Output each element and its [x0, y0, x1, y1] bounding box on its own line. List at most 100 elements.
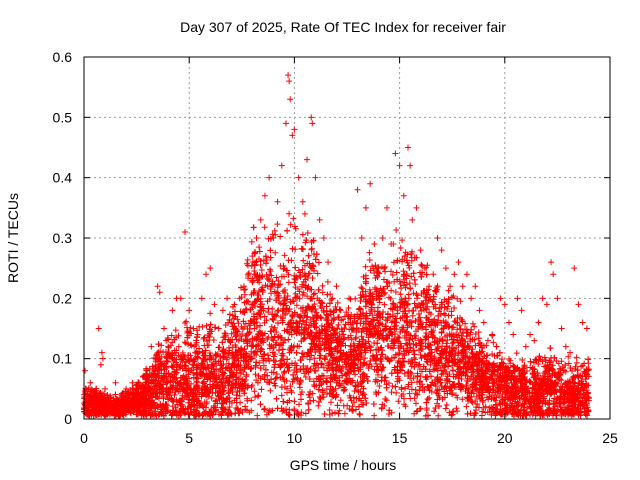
data-point [304, 293, 311, 300]
data-point [175, 343, 182, 350]
data-point [244, 256, 251, 263]
data-point [304, 313, 311, 320]
data-point [370, 297, 377, 304]
data-point [453, 392, 459, 399]
data-point [430, 271, 437, 278]
data-point [232, 342, 239, 349]
data-point [413, 204, 420, 211]
data-point [179, 403, 186, 410]
data-point [567, 349, 574, 356]
data-point [561, 388, 568, 395]
data-point [408, 386, 415, 393]
data-point [558, 358, 565, 365]
data-point [341, 410, 348, 417]
data-point [232, 333, 239, 340]
data-point [212, 324, 219, 331]
data-point [415, 316, 422, 323]
data-point [355, 388, 362, 395]
data-point [454, 295, 461, 302]
data-point [490, 368, 497, 375]
data-point [263, 411, 270, 418]
data-point [442, 405, 449, 412]
data-point [329, 410, 336, 417]
data-point [238, 323, 245, 330]
data-point [225, 360, 232, 367]
data-point [358, 235, 365, 241]
data-point [194, 333, 201, 340]
data-point [459, 283, 466, 290]
data-point [276, 299, 283, 306]
data-point [222, 322, 229, 329]
data-point [203, 322, 210, 329]
data-point [380, 335, 387, 342]
data-point [243, 260, 250, 267]
data-point [583, 325, 590, 332]
data-point [358, 294, 365, 301]
data-point [332, 375, 339, 382]
data-point [169, 307, 176, 314]
data-point [280, 407, 287, 414]
data-point [518, 307, 525, 314]
data-point [393, 389, 400, 396]
data-point [266, 174, 273, 181]
data-point [251, 325, 258, 332]
data-point [261, 313, 268, 320]
data-point [402, 334, 409, 341]
data-point [307, 295, 314, 302]
data-point [378, 351, 385, 358]
data-point [390, 241, 397, 248]
data-point [251, 388, 258, 395]
data-point [256, 328, 263, 335]
data-point [432, 305, 439, 312]
data-point [242, 406, 249, 413]
data-point [450, 292, 457, 299]
data-point [230, 320, 237, 327]
data-point [300, 289, 307, 296]
data-point [563, 381, 570, 388]
data-point [272, 249, 279, 256]
data-point [483, 342, 490, 349]
data-point [120, 389, 127, 396]
data-point [236, 375, 243, 382]
data-point [582, 370, 589, 377]
data-point [285, 72, 292, 79]
data-point [378, 404, 385, 411]
data-point [295, 174, 302, 181]
data-point [399, 237, 406, 244]
data-point [539, 295, 546, 302]
data-point [427, 361, 434, 368]
data-point [375, 335, 382, 342]
data-point [315, 402, 322, 409]
data-point [448, 412, 455, 419]
data-point [274, 198, 281, 205]
data-point [273, 312, 280, 319]
data-point [254, 412, 261, 419]
data-point [244, 298, 251, 305]
data-point [320, 364, 327, 371]
data-point [540, 376, 547, 383]
data-point [277, 281, 284, 288]
data-point [510, 331, 517, 338]
data-point [519, 356, 526, 363]
data-point [233, 392, 240, 399]
data-point [231, 397, 238, 404]
data-point [360, 336, 367, 343]
data-point [526, 395, 533, 402]
data-point [307, 316, 314, 323]
data-point [388, 287, 395, 294]
data-point [397, 291, 404, 298]
data-point [438, 367, 445, 374]
data-point [380, 276, 387, 283]
data-points [81, 72, 592, 419]
data-point [287, 298, 294, 305]
data-point [416, 387, 423, 394]
data-point [407, 344, 414, 351]
data-point [332, 303, 339, 310]
data-point [263, 257, 270, 264]
data-point [269, 349, 276, 356]
data-point [535, 319, 542, 326]
data-point [148, 343, 155, 350]
data-point [505, 395, 512, 402]
data-point [428, 357, 435, 364]
